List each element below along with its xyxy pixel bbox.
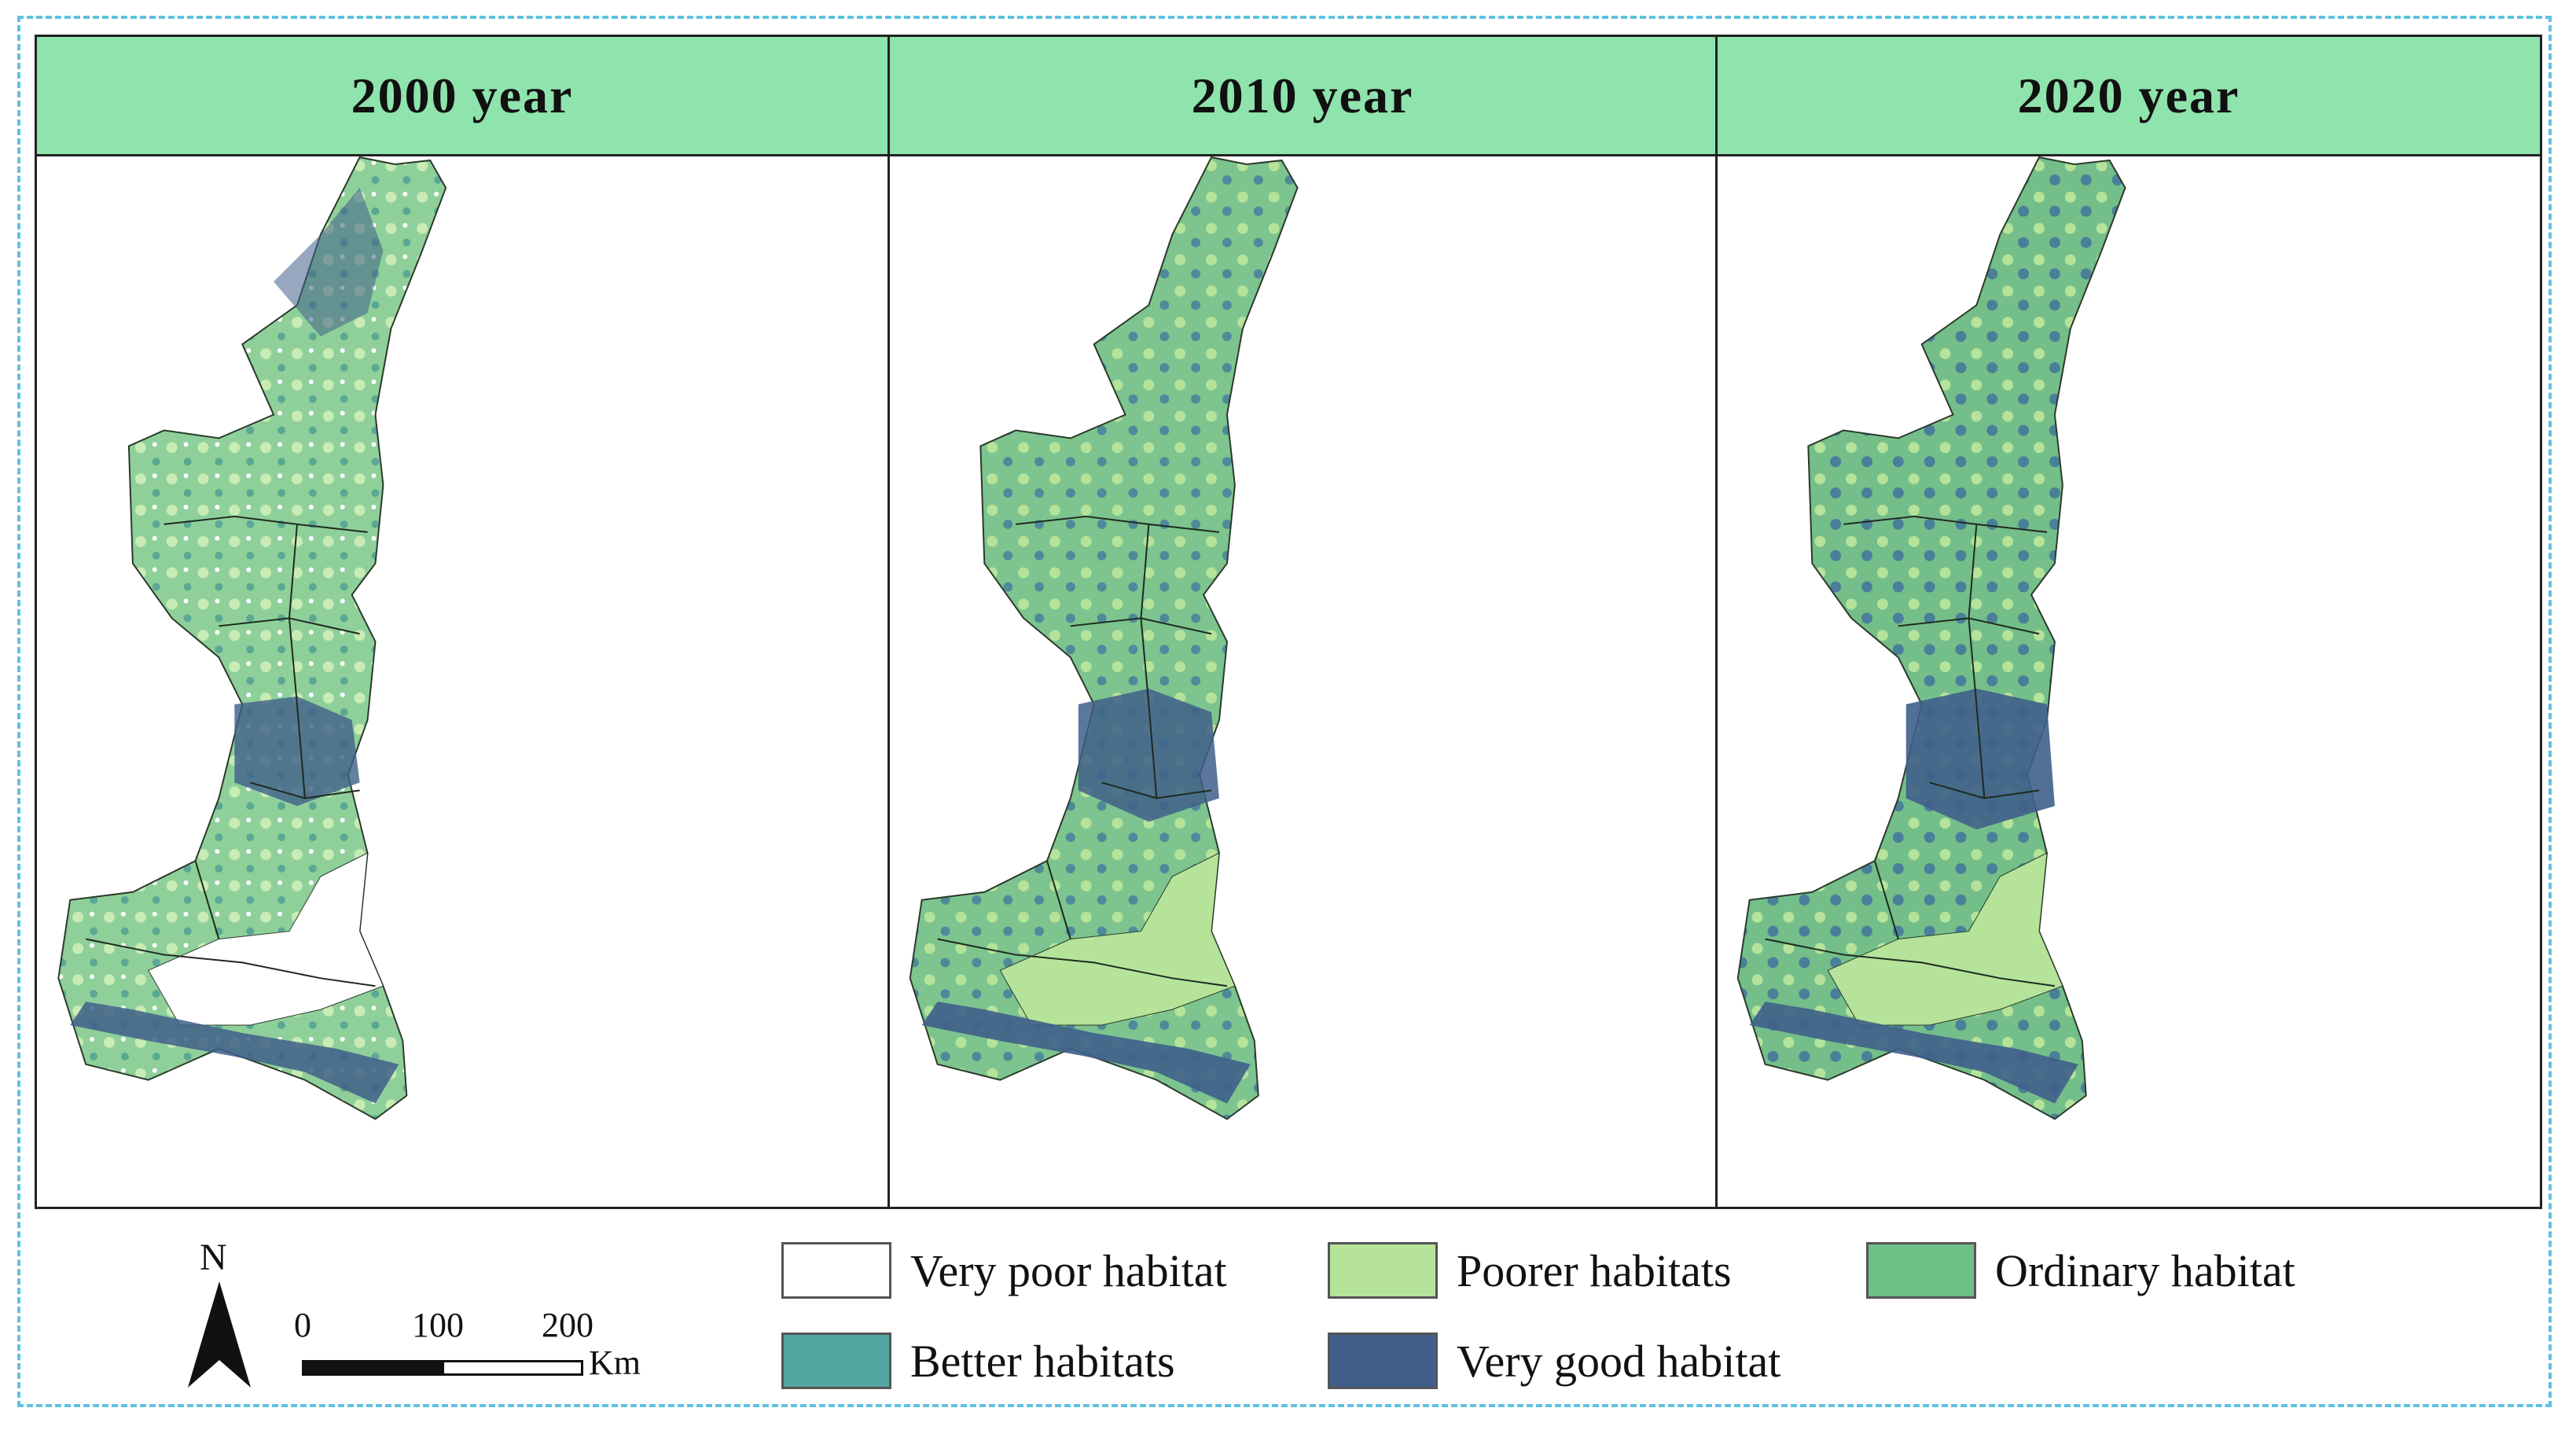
scale-tick-0: 0 (294, 1306, 311, 1344)
legend-swatch-poorer (1328, 1242, 1438, 1299)
panel-2000: 2000 year (37, 37, 887, 1207)
legend-swatch-very-poor (781, 1242, 891, 1299)
legend-item-ordinary: Ordinary habitat (1866, 1242, 2295, 1299)
north-arrow-icon (188, 1281, 251, 1388)
legend-item-better: Better habitats (781, 1333, 1175, 1389)
legend-item-very-good: Very good habitat (1328, 1333, 1780, 1389)
legend-label-very-poor: Very poor habitat (910, 1244, 1227, 1296)
habitat-map-2010 (909, 156, 1299, 1120)
poorer-zone-2010 (999, 852, 1236, 1026)
county-borders-2020 (1765, 515, 2056, 987)
legend-swatch-ordinary (1866, 1242, 1976, 1299)
very-good-zone-south-2020 (1749, 1002, 2078, 1104)
legend-item-very-poor: Very poor habitat (781, 1242, 1227, 1299)
very-good-zone-north-2000 (274, 187, 384, 336)
panel-title-2000: 2000 year (37, 37, 887, 156)
county-borders-2010 (937, 515, 1228, 987)
very-poor-zone-2000 (148, 852, 384, 1026)
outer-dashed-frame (17, 16, 2552, 1407)
scale-unit: Km (589, 1344, 641, 1382)
very-good-zone-mid-2000 (234, 696, 360, 807)
legend-label-better: Better habitats (910, 1335, 1175, 1387)
panel-title-2010: 2010 year (890, 37, 1715, 156)
legend-swatch-very-good (1328, 1333, 1438, 1389)
map-2010 (890, 156, 1715, 1207)
map-2000 (37, 156, 887, 1207)
legend-label-poorer: Poorer habitats (1457, 1244, 1732, 1296)
scale-tick-200: 200 (542, 1306, 593, 1344)
scale-bar: 0 100 200 Km (294, 1274, 641, 1382)
north-label: N (200, 1237, 227, 1278)
legend-label-ordinary: Ordinary habitat (1995, 1244, 2295, 1296)
habitat-map-2000 (57, 156, 447, 1120)
legend-label-very-good: Very good habitat (1457, 1335, 1781, 1387)
very-good-zone-mid-2010 (1078, 688, 1219, 822)
scale-bar-black (302, 1360, 443, 1376)
scale-tick-100: 100 (412, 1306, 464, 1344)
legend-area: N 0 100 200 Km Very poor habitat Poorer … (35, 1226, 2542, 1399)
panel-2020: 2020 year (1715, 37, 2540, 1207)
panel-2010: 2010 year (887, 37, 1715, 1207)
very-good-zone-south-2010 (921, 1002, 1251, 1104)
poorer-zone-2020 (1827, 852, 2063, 1026)
map-panels: 2000 year (35, 35, 2542, 1209)
map-2020 (1718, 156, 2540, 1207)
scale-bar-white (442, 1360, 583, 1376)
legend-item-poorer: Poorer habitats (1328, 1242, 1732, 1299)
panel-title-2020: 2020 year (1718, 37, 2540, 156)
county-borders-2000 (85, 515, 376, 987)
very-good-zone-south-2000 (70, 1002, 399, 1104)
legend-swatch-better (781, 1333, 891, 1389)
habitat-map-2020 (1736, 156, 2126, 1120)
